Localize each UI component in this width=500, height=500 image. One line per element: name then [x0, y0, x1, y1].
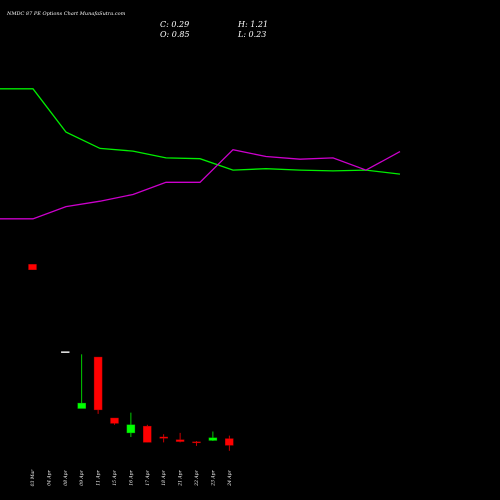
candle-body [192, 441, 201, 444]
x-tick-label: 16 Apr [128, 469, 134, 485]
candle-18-apr [159, 434, 168, 443]
candle-08-apr [61, 351, 70, 353]
candle-body [175, 439, 185, 442]
candle-23-apr [208, 431, 218, 442]
candle-body [28, 264, 37, 270]
candle-03-mar [28, 264, 37, 270]
candle-body [208, 437, 218, 441]
indicator-lines [0, 88, 401, 220]
candle-16-apr [126, 412, 136, 437]
open-readout: O: 0.85 [160, 30, 190, 39]
candle-24-apr [225, 435, 234, 451]
x-tick-label: 15 Apr [112, 469, 118, 485]
line-series-purple [0, 148, 401, 220]
close-readout: C: 0.29 [160, 20, 189, 29]
candle-11-apr [93, 356, 103, 414]
x-axis-labels: 03 Mar 04 Apr 08 Apr 09 Apr 11 Apr 15 Apr 16 A… [30, 469, 233, 487]
candle-body [225, 438, 234, 446]
candle-body [77, 402, 86, 409]
high-readout: H: 1.21 [237, 20, 268, 29]
x-tick-label: 24 Apr [227, 469, 233, 486]
x-tick-label: 17 Apr [145, 469, 151, 485]
candle-09-apr [77, 354, 86, 409]
candles [28, 264, 234, 451]
candle-15-apr [110, 417, 119, 425]
x-tick-label: 21 Apr [178, 469, 184, 486]
x-tick-label: 04 Apr [46, 469, 52, 485]
line-series-green [0, 88, 401, 175]
x-tick-label: 22 Apr [194, 469, 200, 486]
candle-body [110, 417, 119, 424]
chart-title: NMDC 87 PE Options Chart MunafaSutra.com [6, 11, 126, 17]
candle-17-apr [143, 424, 152, 443]
x-tick-label: 09 Apr [79, 469, 85, 485]
candle-body [61, 351, 70, 353]
x-tick-label: 03 Mar [30, 469, 36, 486]
low-readout: L: 0.23 [237, 30, 266, 39]
candle-21-apr [175, 432, 185, 443]
candle-body [143, 425, 152, 443]
candle-body [159, 436, 168, 439]
x-tick-label: 18 Apr [161, 469, 167, 485]
x-tick-label: 23 Apr [210, 469, 216, 486]
candle-body [93, 356, 103, 411]
x-tick-label: 11 Apr [96, 469, 102, 485]
candle-22-apr [192, 441, 201, 446]
x-tick-label: 08 Apr [63, 469, 69, 485]
candle-body [126, 424, 136, 434]
